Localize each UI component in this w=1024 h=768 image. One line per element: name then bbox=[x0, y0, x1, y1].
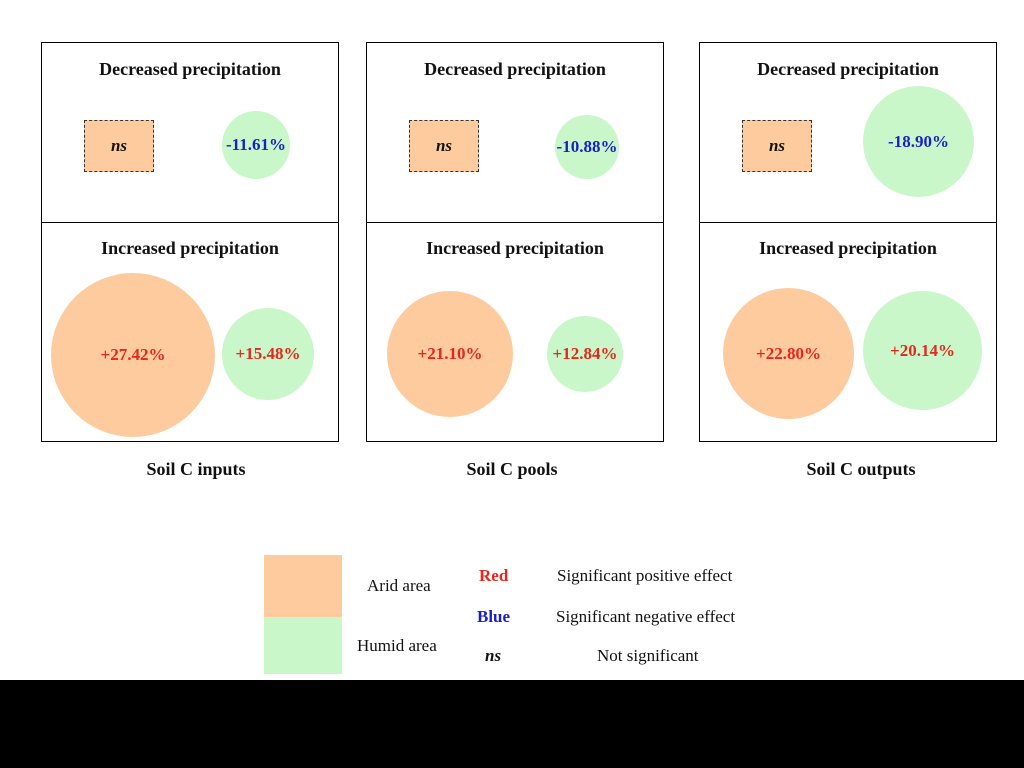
figure-canvas: Decreased precipitation ns -11.61% Incre… bbox=[0, 0, 1024, 680]
caption-soil-c-pools: Soil C pools bbox=[466, 459, 558, 479]
arid-label: Arid area bbox=[367, 576, 431, 595]
humid-circle: +15.48% bbox=[222, 308, 314, 400]
section-title: Increased precipitation bbox=[759, 238, 937, 258]
section-title: Decreased precipitation bbox=[99, 59, 281, 79]
caption-soil-c-outputs: Soil C outputs bbox=[806, 459, 916, 479]
increased-precipitation-section: Increased precipitation +27.42% +15.48% bbox=[42, 222, 338, 443]
ns-description: Not significant bbox=[597, 646, 699, 665]
blue-key: Blue bbox=[477, 607, 511, 626]
humid-label: Humid area bbox=[357, 636, 437, 655]
humid-circle: -10.88% bbox=[555, 115, 619, 179]
blue-description: Significant negative effect bbox=[556, 607, 736, 626]
decreased-precipitation-section: Decreased precipitation ns -18.90% bbox=[700, 43, 996, 223]
panel-soil-c-inputs: Decreased precipitation ns -11.61% Incre… bbox=[41, 42, 339, 442]
arid-ns-box: ns bbox=[84, 120, 154, 172]
section-title: Increased precipitation bbox=[426, 238, 604, 258]
humid-circle: -18.90% bbox=[863, 86, 974, 197]
red-description: Significant positive effect bbox=[557, 566, 733, 585]
increased-precipitation-section: Increased precipitation +21.10% +12.84% bbox=[367, 222, 663, 443]
humid-circle: +12.84% bbox=[547, 316, 623, 392]
arid-ns-box: ns bbox=[409, 120, 479, 172]
humid-circle: -11.61% bbox=[222, 111, 290, 179]
decreased-precipitation-section: Decreased precipitation ns -10.88% bbox=[367, 43, 663, 223]
arid-circle: +21.10% bbox=[387, 291, 513, 417]
arid-circle: +22.80% bbox=[723, 288, 854, 419]
humid-circle: +20.14% bbox=[863, 291, 982, 410]
arid-ns-box: ns bbox=[742, 120, 812, 172]
arid-circle: +27.42% bbox=[51, 273, 215, 437]
section-title: Increased precipitation bbox=[101, 238, 279, 258]
caption-soil-c-inputs: Soil C inputs bbox=[146, 459, 246, 479]
humid-swatch bbox=[264, 617, 342, 674]
panel-soil-c-outputs: Decreased precipitation ns -18.90% Incre… bbox=[699, 42, 997, 442]
decreased-precipitation-section: Decreased precipitation ns -11.61% bbox=[42, 43, 338, 223]
arid-swatch bbox=[264, 555, 342, 617]
red-key: Red bbox=[479, 566, 509, 585]
section-title: Decreased precipitation bbox=[757, 59, 939, 79]
ns-key: ns bbox=[485, 646, 502, 665]
panel-soil-c-pools: Decreased precipitation ns -10.88% Incre… bbox=[366, 42, 664, 442]
increased-precipitation-section: Increased precipitation +22.80% +20.14% bbox=[700, 222, 996, 443]
section-title: Decreased precipitation bbox=[424, 59, 606, 79]
